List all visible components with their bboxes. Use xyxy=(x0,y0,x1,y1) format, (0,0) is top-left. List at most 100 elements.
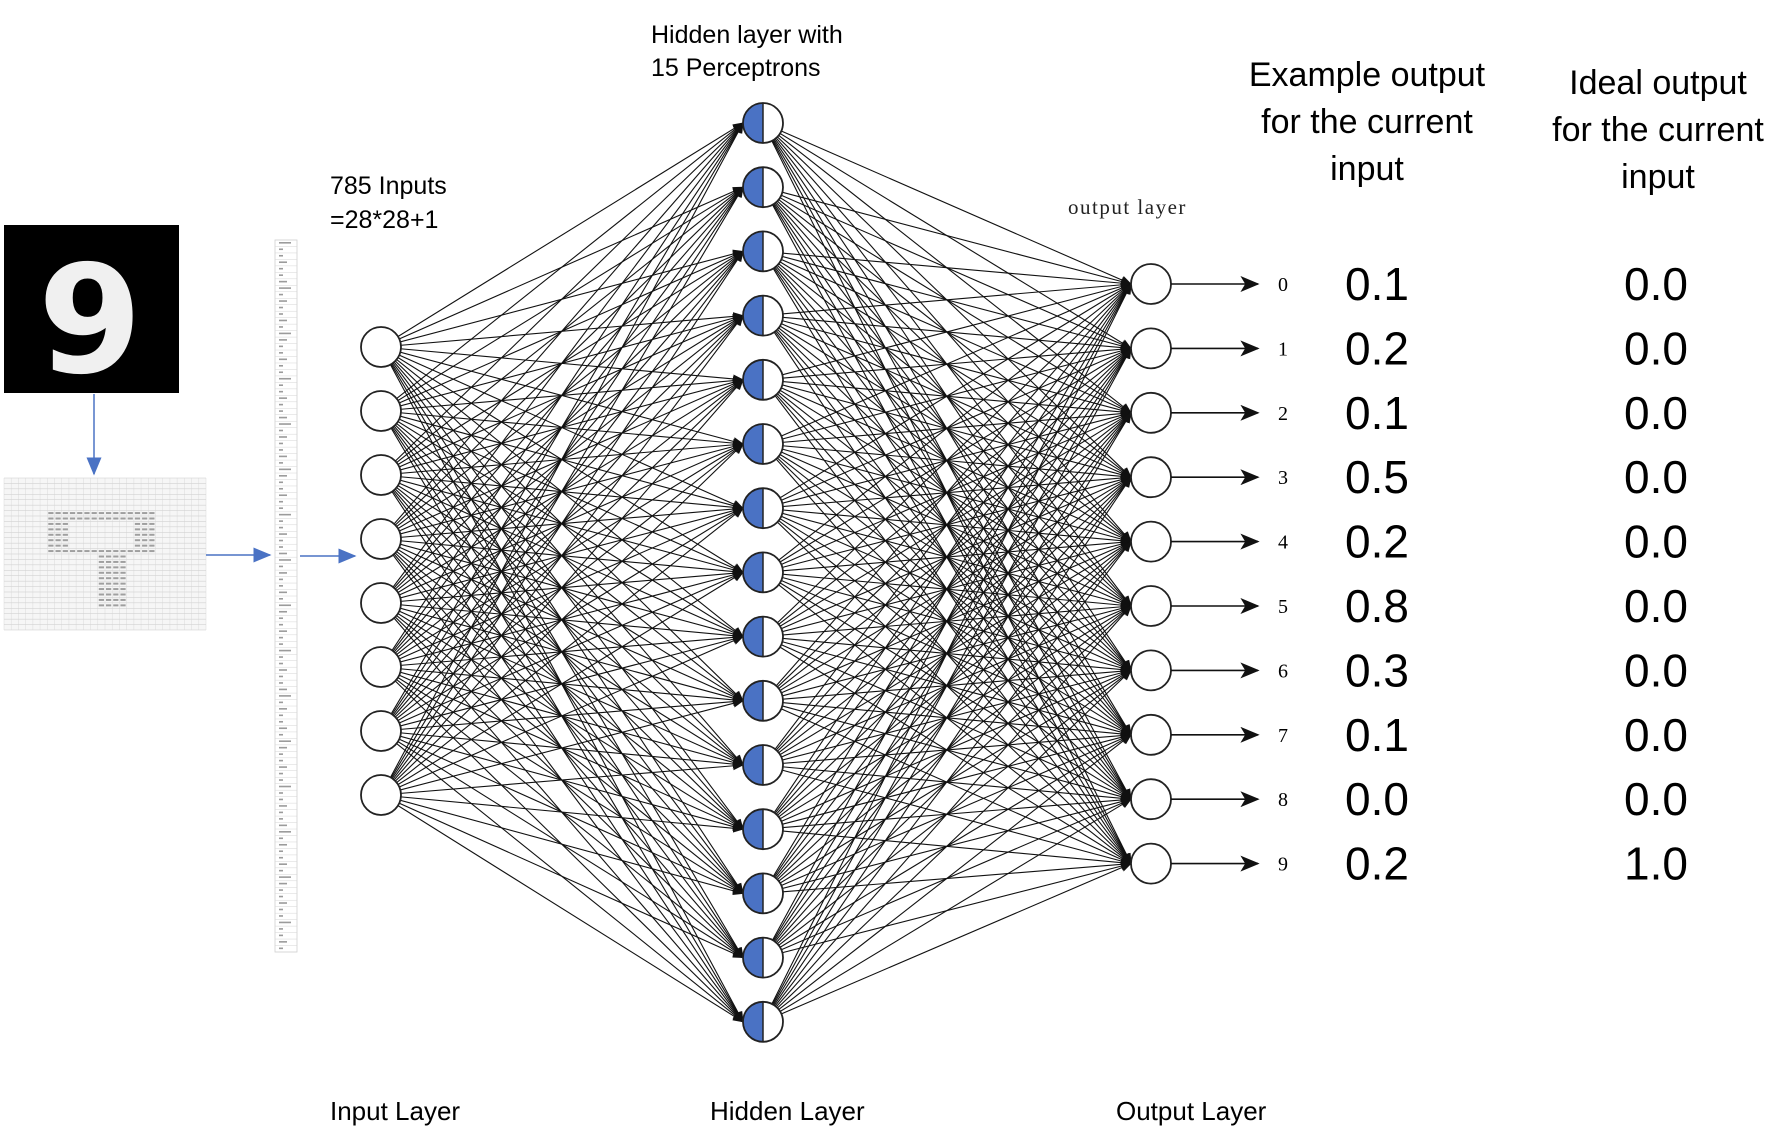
edge-hidden-output xyxy=(762,605,1132,1023)
hidden-node xyxy=(742,744,784,786)
pixel-value-grid xyxy=(3,477,207,631)
output-row: 7 0.1 0.0 xyxy=(1171,709,1688,761)
edge-input-hidden xyxy=(380,186,744,796)
ideal-output-value: 0.0 xyxy=(1624,387,1688,439)
output-node xyxy=(1130,585,1172,627)
output-digit-label: 7 xyxy=(1278,725,1288,747)
ideal-header-line2: for the current xyxy=(1552,111,1764,149)
example-output-value: 0.0 xyxy=(1345,773,1409,825)
ideal-output-value: 0.0 xyxy=(1624,644,1688,696)
edge-input-hidden xyxy=(380,378,744,796)
edge-input-hidden xyxy=(380,507,744,796)
ideal-output-value: 0.0 xyxy=(1624,516,1688,568)
example-output-value: 0.1 xyxy=(1345,387,1409,439)
ideal-header-line1: Ideal output xyxy=(1569,64,1747,102)
edge-input-hidden xyxy=(380,699,745,796)
inputs-label-line2: =28*28+1 xyxy=(330,206,438,234)
edge-input-hidden xyxy=(380,122,744,796)
output-layer-label: Output Layer xyxy=(1116,1096,1267,1126)
edge-input-hidden xyxy=(380,122,744,476)
output-layer-small-label: output layer xyxy=(1068,195,1187,219)
hidden-header-line1: Hidden layer with xyxy=(651,21,843,49)
edge-hidden-output xyxy=(762,411,1132,1023)
edge-input-hidden xyxy=(380,794,744,1023)
edge-hidden-output xyxy=(762,280,1133,317)
mnist-digit-image: 9 xyxy=(4,225,179,408)
edge-hidden-output xyxy=(762,283,1132,894)
edge-hidden-output xyxy=(762,540,1132,1023)
hidden-node xyxy=(742,551,784,594)
output-digit-label: 6 xyxy=(1278,660,1288,682)
edge-input-hidden xyxy=(380,443,744,796)
hidden-node xyxy=(742,872,784,915)
edge-input-hidden xyxy=(380,794,745,833)
output-row: 2 0.1 0.0 xyxy=(1171,387,1688,439)
input-layer-nodes xyxy=(360,326,402,816)
output-node xyxy=(1130,649,1172,692)
example-output-value: 0.8 xyxy=(1345,580,1409,632)
hidden-layer-label: Hidden Layer xyxy=(710,1096,865,1126)
edge-hidden-output xyxy=(762,283,1132,637)
mnist-digit-glyph: 9 xyxy=(38,234,142,408)
edge-hidden-output xyxy=(762,669,1132,1023)
output-node xyxy=(1130,520,1172,563)
edge-hidden-output xyxy=(762,122,1133,285)
hidden-node xyxy=(742,102,784,144)
input-node xyxy=(360,454,402,496)
hidden-node xyxy=(742,166,784,209)
example-output-value: 0.2 xyxy=(1345,516,1409,568)
output-rows: 0 0.1 0.0 1 0.2 0.0 2 0.1 0.0 3 0.5 0.0 4 0.2 0.0 5 0.8 0… xyxy=(1171,258,1688,890)
output-node xyxy=(1130,391,1172,434)
output-row: 8 0.0 0.0 xyxy=(1171,773,1688,825)
hidden-header-line2: 15 Perceptrons xyxy=(651,54,821,82)
hidden-node xyxy=(742,808,784,851)
edge-input-hidden xyxy=(380,794,745,896)
output-row: 6 0.3 0.0 xyxy=(1171,644,1688,696)
output-node xyxy=(1130,263,1172,305)
hidden-node xyxy=(742,487,784,530)
ideal-output-value: 1.0 xyxy=(1624,838,1688,890)
input-node xyxy=(360,326,402,368)
output-row: 4 0.2 0.0 xyxy=(1171,516,1688,568)
output-digit-label: 3 xyxy=(1278,467,1288,489)
example-header-line3: input xyxy=(1330,150,1404,188)
ideal-output-value: 0.0 xyxy=(1624,258,1688,310)
edge-hidden-output xyxy=(762,283,1132,702)
edge-input-hidden xyxy=(380,314,744,796)
edge-hidden-output xyxy=(762,283,1132,958)
edge-hidden-output xyxy=(762,283,1133,445)
edge-hidden-output xyxy=(762,283,1132,509)
output-node xyxy=(1130,713,1172,756)
example-output-value: 0.3 xyxy=(1345,644,1409,696)
output-row: 0 0.1 0.0 xyxy=(1171,258,1688,310)
hidden-node xyxy=(742,615,784,658)
edge-hidden-output xyxy=(762,282,1133,381)
edge-hidden-output xyxy=(762,798,1132,1023)
output-row: 9 0.2 1.0 xyxy=(1171,838,1688,890)
example-output-value: 0.5 xyxy=(1345,451,1409,503)
edge-input-hidden xyxy=(380,761,745,796)
edge-hidden-output xyxy=(762,347,1132,1023)
hidden-node xyxy=(742,294,784,337)
output-digit-label: 5 xyxy=(1278,596,1288,618)
output-digit-label: 9 xyxy=(1278,854,1288,876)
input-layer-label: Input Layer xyxy=(330,1096,460,1126)
output-row: 5 0.8 0.0 xyxy=(1171,580,1688,632)
edge-hidden-output xyxy=(762,734,1132,1023)
edge-input-hidden xyxy=(380,122,744,604)
edge-hidden-output xyxy=(762,283,1132,1023)
input-node xyxy=(360,518,402,560)
example-header-line1: Example output xyxy=(1249,56,1486,94)
hidden-node xyxy=(742,423,784,465)
edge-input-hidden xyxy=(380,122,744,348)
edge-hidden-output xyxy=(762,863,1133,1023)
edge-input-hidden xyxy=(380,250,744,796)
output-node xyxy=(1130,327,1172,370)
edge-input-hidden xyxy=(380,794,745,959)
edge-input-hidden xyxy=(380,122,744,540)
input-node xyxy=(360,582,402,624)
ideal-output-value: 0.0 xyxy=(1624,709,1688,761)
hidden-node xyxy=(742,230,784,273)
output-node xyxy=(1130,842,1172,885)
